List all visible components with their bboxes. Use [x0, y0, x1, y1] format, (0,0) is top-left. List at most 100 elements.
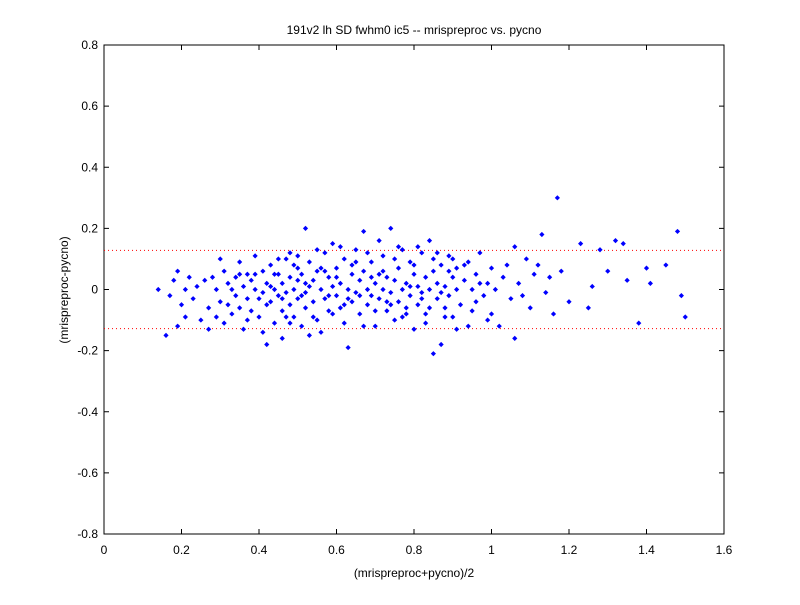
data-point [337, 305, 343, 311]
data-point [496, 323, 502, 329]
data-point [209, 274, 216, 280]
data-point [221, 268, 227, 274]
data-point [237, 305, 243, 311]
data-point [225, 280, 231, 286]
data-point [175, 268, 181, 274]
data-point [454, 326, 460, 332]
data-point [589, 283, 595, 290]
data-point [624, 277, 630, 283]
data-point [256, 296, 262, 302]
data-point [643, 265, 650, 271]
data-point [275, 293, 281, 299]
data-point [310, 299, 316, 305]
data-point [244, 296, 250, 302]
data-point [585, 305, 591, 311]
data-point [403, 280, 409, 286]
data-point [461, 262, 467, 268]
y-tick-label: 0.2 [81, 221, 98, 235]
data-point [368, 293, 374, 299]
data-point [194, 283, 200, 290]
data-point [287, 250, 293, 256]
data-point [477, 280, 483, 286]
data-point [330, 241, 336, 247]
data-point [477, 250, 483, 256]
data-point [678, 293, 684, 299]
data-point [388, 289, 394, 296]
data-point [302, 225, 309, 231]
data-point [415, 302, 421, 308]
data-point [318, 286, 324, 293]
data-point [357, 277, 363, 283]
data-point [314, 247, 320, 253]
data-point [361, 268, 367, 274]
data-point [260, 329, 266, 335]
data-point [237, 271, 243, 277]
data-point [264, 341, 270, 348]
y-axis-label: (mrispreproc-pycno) [57, 236, 71, 343]
y-tick-label: 0.4 [81, 160, 98, 174]
data-point [271, 320, 278, 326]
data-point [337, 244, 343, 250]
data-point [333, 265, 340, 271]
data-point [423, 274, 429, 280]
data-point [380, 268, 386, 274]
data-point [380, 253, 386, 259]
data-point [287, 302, 293, 308]
data-point [399, 286, 405, 293]
data-point [465, 259, 471, 265]
data-point [248, 277, 254, 283]
data-point [434, 250, 440, 256]
data-point [190, 296, 196, 302]
data-point [182, 314, 188, 320]
data-point [252, 271, 258, 277]
data-point [504, 262, 510, 268]
data-point [279, 296, 285, 302]
data-point [221, 320, 227, 326]
data-point [291, 286, 297, 293]
data-point [295, 253, 301, 259]
data-point [457, 302, 464, 308]
data-point [403, 305, 409, 311]
data-point [446, 268, 452, 274]
data-point [438, 341, 444, 348]
data-point [264, 302, 270, 308]
data-point [407, 283, 413, 290]
data-point [438, 262, 444, 268]
data-point [384, 299, 390, 305]
data-point [380, 286, 386, 293]
data-point [333, 293, 340, 299]
data-point [178, 302, 185, 308]
data-point [481, 293, 487, 299]
data-point [566, 299, 572, 305]
data-point [597, 247, 603, 253]
data-point [275, 271, 281, 277]
data-point [361, 323, 367, 329]
data-point [519, 293, 526, 299]
x-tick-label: 0.6 [328, 543, 345, 557]
data-point [213, 314, 219, 320]
data-point [407, 293, 413, 299]
x-axis-ticks: 0 0.2 0.4 0.6 0.8 1 1.2 1.4 1.6 [101, 45, 733, 557]
data-point [423, 311, 429, 317]
data-point [605, 268, 611, 274]
data-point [330, 283, 336, 290]
data-point [430, 268, 436, 274]
data-point [411, 326, 417, 332]
data-point [399, 247, 405, 253]
data-point [244, 317, 250, 323]
y-axis-ticks: -0.8 -0.6 -0.4 -0.2 0 0.2 0.4 0.6 0.8 [77, 38, 724, 541]
data-point [349, 271, 355, 277]
data-point [450, 314, 456, 320]
data-point [295, 277, 301, 283]
data-point [240, 326, 247, 332]
data-point [450, 256, 456, 262]
data-point [302, 305, 309, 311]
data-point [426, 286, 433, 293]
data-point [364, 302, 371, 308]
x-tick-label: 0.2 [173, 543, 190, 557]
data-point [547, 274, 553, 280]
data-point [306, 259, 312, 265]
data-point [450, 274, 456, 280]
data-point [620, 241, 626, 247]
data-point [392, 256, 398, 262]
